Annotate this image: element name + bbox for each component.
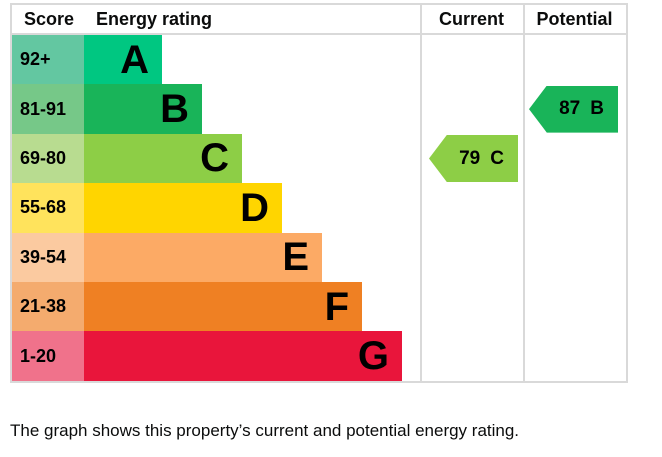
band-row-d: 55-68 D (12, 183, 626, 233)
potential-rating-value: 87 (559, 98, 581, 120)
band-letter-e: E (282, 235, 309, 280)
chart-header-row: Score Energy rating Current Potential (12, 5, 626, 35)
score-range-a: 92+ (12, 35, 84, 85)
current-rating-value: 79 (459, 147, 481, 169)
current-rating-letter: C (490, 147, 504, 169)
current-column-header: Current (438, 8, 504, 29)
score-range-b: 81-91 (12, 84, 84, 134)
score-range-e: 39-54 (12, 232, 84, 282)
potential-rating-letter: B (590, 98, 604, 120)
band-letter-b: B (160, 87, 189, 132)
score-range-g: 1-20 (12, 331, 84, 381)
band-bar-e: E (84, 232, 322, 282)
band-bar-g: G (84, 331, 402, 381)
band-letter-g: G (357, 334, 389, 379)
band-row-g: 1-20 G (12, 331, 626, 381)
band-bar-d: D (84, 183, 282, 233)
band-bar-f: F (84, 281, 362, 332)
energy-rating-column-header: Energy rating (96, 8, 213, 29)
band-row-c: 69-80 C (12, 133, 626, 184)
band-bar-a: A (84, 35, 162, 85)
band-bar-b: B (84, 84, 202, 134)
potential-column-header: Potential (536, 8, 613, 29)
score-column-header: Score (23, 8, 75, 29)
band-row-a: 92+ A (12, 35, 626, 85)
band-row-f: 21-38 F (12, 281, 626, 332)
band-row-e: 39-54 E (12, 232, 626, 282)
band-letter-c: C (200, 136, 229, 181)
band-letter-f: F (324, 284, 349, 329)
current-rating-arrow: 79 C (429, 135, 518, 182)
potential-rating-arrow: 87 B (529, 85, 618, 133)
potential-column-divider (523, 5, 525, 381)
band-letter-d: D (240, 185, 269, 230)
energy-rating-chart: Score Energy rating Current Potential 92… (10, 3, 628, 383)
chart-caption: The graph shows this property’s current … (10, 421, 520, 440)
score-range-c: 69-80 (12, 133, 84, 184)
score-range-f: 21-38 (12, 281, 84, 332)
band-letter-a: A (120, 37, 149, 82)
band-bar-c: C (84, 133, 242, 184)
band-row-b: 81-91 B (12, 84, 626, 134)
score-range-d: 55-68 (12, 183, 84, 233)
current-column-divider (420, 5, 422, 381)
